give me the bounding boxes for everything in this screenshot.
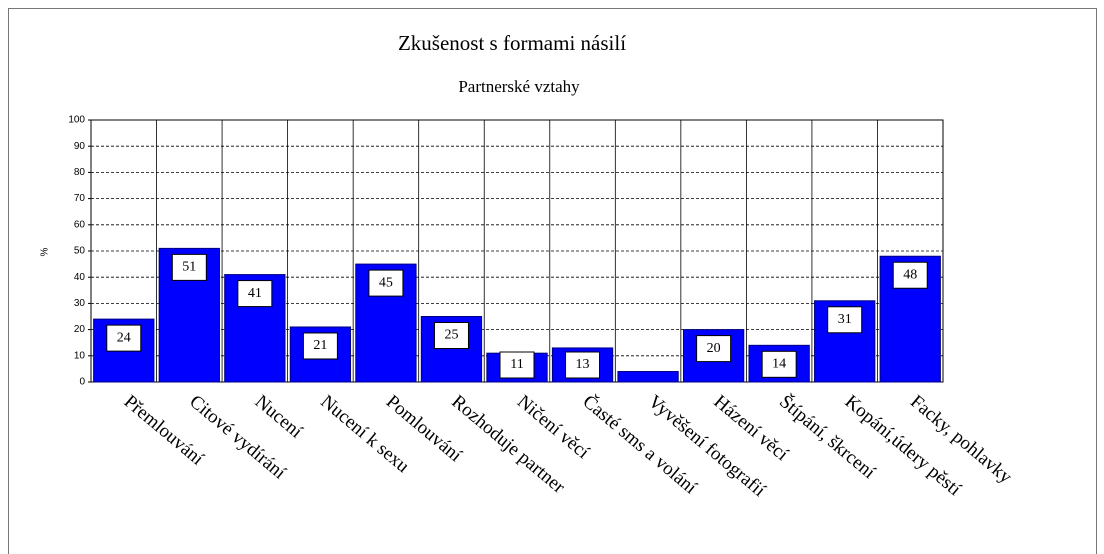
data-label-box: [237, 280, 273, 308]
y-tick-label: 70: [74, 193, 86, 204]
y-tick-label: 50: [74, 246, 86, 257]
y-tick-label: 10: [74, 350, 86, 361]
data-label-box: [565, 351, 601, 379]
chart-title: Zkušenost s formami násilí: [398, 31, 626, 55]
y-tick-label: 60: [74, 219, 86, 230]
data-label: 48: [903, 267, 917, 282]
y-tick-label: 0: [79, 377, 85, 388]
data-label: 41: [248, 286, 262, 301]
y-tick-label: 90: [74, 141, 86, 152]
bar: [879, 255, 941, 383]
data-label: 14: [772, 357, 786, 372]
bar: [617, 371, 679, 383]
y-tick-label: 20: [74, 324, 86, 335]
data-label: 13: [576, 357, 590, 372]
data-label-box: [368, 269, 404, 297]
y-tick-label: 100: [68, 115, 85, 126]
data-label: 25: [444, 328, 458, 343]
y-tick-label: 40: [74, 272, 86, 283]
bar: [420, 316, 483, 383]
y-axis-label: %: [40, 247, 51, 256]
data-label: 31: [838, 312, 852, 327]
data-label-box: [892, 261, 928, 289]
data-label-box: [761, 350, 797, 378]
data-label-box: [302, 332, 338, 360]
data-label: 45: [379, 275, 393, 290]
data-label-box: [106, 324, 142, 352]
data-label: 20: [707, 341, 721, 356]
data-label-box: [499, 351, 535, 379]
data-label-box: [696, 335, 732, 363]
y-tick-label: 30: [74, 298, 86, 309]
data-label: 21: [313, 338, 327, 353]
data-label-box: [827, 306, 863, 334]
y-tick-label: 80: [74, 167, 86, 178]
data-label-box: [433, 322, 469, 349]
data-label: 51: [182, 260, 196, 275]
data-label: 11: [510, 357, 523, 372]
data-label: 24: [117, 330, 131, 345]
chart-subtitle: Partnerské vztahy: [458, 77, 580, 96]
data-label-box: [171, 253, 207, 281]
